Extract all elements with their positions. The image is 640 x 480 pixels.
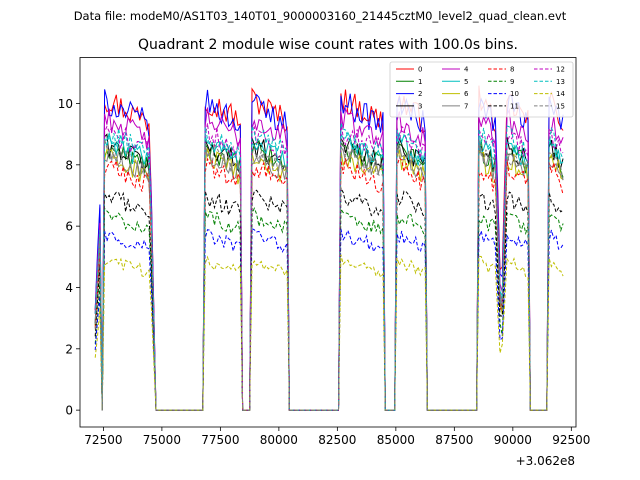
suptitle: Data file: modeM0/AS1T03_140T01_90000031… [74,9,567,23]
series-layer [94,85,564,411]
x-offset-label: +3.062e8 [516,454,575,468]
x-tick-label: 82500 [318,433,356,447]
legend-label-1: 1 [418,78,422,86]
legend-label-5: 5 [464,78,468,86]
x-tick-label: 77500 [201,433,239,447]
x-tick-label: 72500 [84,433,122,447]
legend-label-4: 4 [464,66,469,74]
legend-label-11: 11 [510,102,519,110]
y-tick-label: 4 [65,281,73,295]
x-axis: 72500 75000 77500 80000 82500 85000 87500 90000… [84,427,590,447]
axes-background [80,57,576,427]
x-tick-label: 90000 [494,433,532,447]
legend-label-6: 6 [464,90,469,98]
legend-label-9: 9 [510,78,514,86]
legend-frame [389,61,574,118]
legend-label-10: 10 [510,90,519,98]
legend-label-15: 15 [556,102,565,110]
y-axis: 0 2 4 6 8 10 [58,97,80,418]
chart-title: Quadrant 2 module wise count rates with … [138,37,518,53]
legend-label-0: 0 [418,66,422,74]
x-tick-label: 75000 [143,433,181,447]
legend-label-14: 14 [556,90,565,98]
x-tick-label: 87500 [435,433,473,447]
y-tick-label: 10 [58,97,73,111]
x-tick-label: 85000 [377,433,415,447]
series-line-15 [94,139,564,411]
legend-label-8: 8 [510,66,514,74]
legend-label-3: 3 [418,102,422,110]
y-tick-label: 8 [65,158,73,172]
y-tick-label: 0 [65,404,73,418]
axes-frame [79,57,577,428]
x-tick-label: 92500 [552,433,590,447]
legend-label-7: 7 [464,102,468,110]
x-tick-label: 80000 [260,433,298,447]
legend-label-12: 12 [556,66,565,74]
legend-label-2: 2 [418,90,422,98]
legend-label-13: 13 [556,78,565,86]
y-tick-label: 2 [65,342,73,356]
y-tick-label: 6 [65,220,73,234]
